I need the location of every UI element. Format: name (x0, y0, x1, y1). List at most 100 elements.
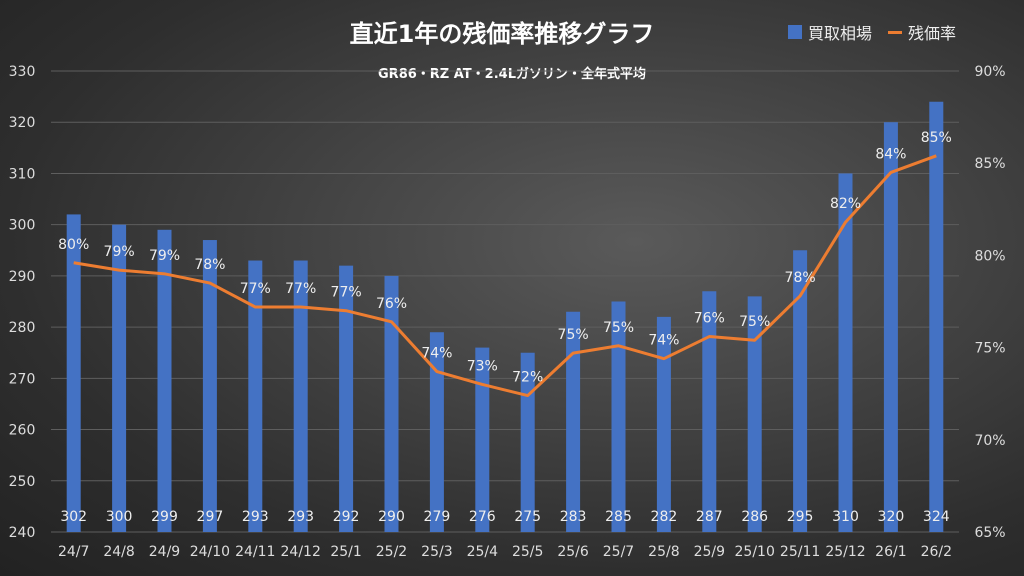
bar-data-label: 275 (514, 509, 541, 525)
bar-data-label: 310 (832, 509, 859, 525)
y-left-tick-label: 290 (9, 269, 36, 285)
bar (566, 311, 581, 532)
bar (883, 122, 898, 532)
bar (656, 316, 671, 532)
chart-title: 直近1年の残価率推移グラフ (349, 20, 655, 48)
bar (611, 301, 626, 532)
bar (702, 291, 717, 532)
bar (157, 229, 172, 533)
bar-data-label: 290 (378, 509, 405, 525)
legend-line-swatch (888, 30, 903, 34)
bar (384, 275, 399, 532)
line-data-label: 85% (921, 130, 952, 146)
line-data-label: 79% (104, 244, 135, 260)
y-right-tick-label: 90% (974, 64, 1005, 80)
line-data-label: 76% (376, 296, 407, 312)
x-tick-label: 24/7 (58, 544, 89, 560)
bar (248, 260, 263, 532)
legend: 買取相場 残価率 (788, 20, 956, 44)
x-tick-label: 25/1 (330, 544, 361, 560)
y-left-tick-label: 240 (9, 525, 36, 541)
bar-data-label: 299 (151, 509, 178, 525)
bar (429, 332, 444, 532)
bar-data-label: 292 (333, 509, 360, 525)
bar (293, 260, 308, 532)
line-data-label: 78% (785, 270, 816, 286)
y-right-tick-label: 75% (974, 341, 1005, 357)
line-data-label: 75% (558, 327, 589, 343)
y-left-tick-label: 270 (9, 371, 36, 387)
x-tick-label: 25/2 (376, 544, 407, 560)
bar-data-label: 279 (424, 509, 451, 525)
y-left-tick-label: 310 (9, 166, 36, 182)
bar-data-label: 302 (60, 509, 87, 525)
x-tick-label: 25/10 (735, 544, 775, 560)
line-data-label: 75% (739, 314, 770, 330)
line-data-label: 76% (694, 311, 725, 327)
x-tick-label: 25/11 (780, 544, 820, 560)
x-tick-label: 25/7 (603, 544, 634, 560)
bar-data-label: 283 (560, 509, 587, 525)
line-data-label: 84% (875, 146, 906, 162)
y-right-tick-label: 65% (974, 525, 1005, 541)
x-tick-label: 25/5 (512, 544, 543, 560)
line-data-label: 82% (830, 196, 861, 212)
bar (475, 347, 490, 532)
line-data-label: 80% (58, 237, 89, 253)
line-data-label: 77% (331, 285, 362, 301)
x-tick-label: 24/8 (103, 544, 134, 560)
bar (339, 265, 354, 532)
line-data-label: 73% (467, 358, 498, 374)
line-data-label: 74% (421, 346, 452, 362)
y-right-tick-label: 85% (974, 156, 1005, 172)
x-tick-label: 24/10 (190, 544, 230, 560)
bar-data-label: 320 (878, 509, 905, 525)
y-left-tick-label: 280 (9, 320, 36, 336)
legend-bar-label: 買取相場 (808, 24, 873, 43)
bar-data-label: 324 (923, 509, 950, 525)
line-data-label: 77% (240, 281, 271, 297)
x-tick-label: 25/12 (825, 544, 865, 560)
bar (66, 214, 81, 532)
bar-data-label: 276 (469, 509, 496, 525)
y-right-tick-label: 70% (974, 433, 1005, 449)
bar (520, 352, 535, 532)
bar-data-label: 300 (106, 509, 133, 525)
line-data-label: 78% (194, 257, 225, 273)
line-data-label: 72% (512, 370, 543, 386)
bar-data-label: 287 (696, 509, 723, 525)
line-data-label: 79% (149, 248, 180, 264)
legend-line-label: 残価率 (908, 24, 957, 43)
line-series (73, 154, 937, 398)
bar-data-label: 285 (605, 509, 632, 525)
y-left-tick-label: 300 (9, 218, 36, 234)
y-left-tick-label: 260 (9, 423, 36, 439)
x-tick-label: 26/2 (921, 544, 952, 560)
bar-data-label: 286 (741, 509, 768, 525)
bar-data-label: 282 (651, 509, 678, 525)
x-tick-label: 25/6 (557, 544, 589, 560)
x-tick-label: 25/8 (648, 544, 679, 560)
legend-bar-swatch (788, 25, 802, 39)
x-tick-label: 25/9 (694, 544, 725, 560)
bar (112, 224, 127, 532)
bar (202, 240, 217, 533)
line-data-label: 75% (603, 320, 634, 336)
y-left-tick-label: 330 (9, 64, 36, 80)
bar-data-label: 293 (287, 509, 314, 525)
bar (747, 296, 762, 532)
x-tick-label: 25/3 (421, 544, 452, 560)
y-right-tick-label: 80% (974, 248, 1005, 264)
line-data-label: 74% (648, 333, 679, 349)
x-tick-label: 26/1 (875, 544, 906, 560)
y-left-tick-label: 320 (9, 115, 36, 131)
line-data-label: 77% (285, 281, 316, 297)
x-tick-label: 24/11 (235, 544, 275, 560)
bar (929, 101, 944, 532)
bar-data-label: 293 (242, 509, 269, 525)
bar (838, 173, 853, 532)
bar-data-label: 297 (197, 509, 224, 525)
x-tick-label: 24/9 (149, 544, 180, 560)
y-left-tick-label: 250 (9, 474, 36, 490)
